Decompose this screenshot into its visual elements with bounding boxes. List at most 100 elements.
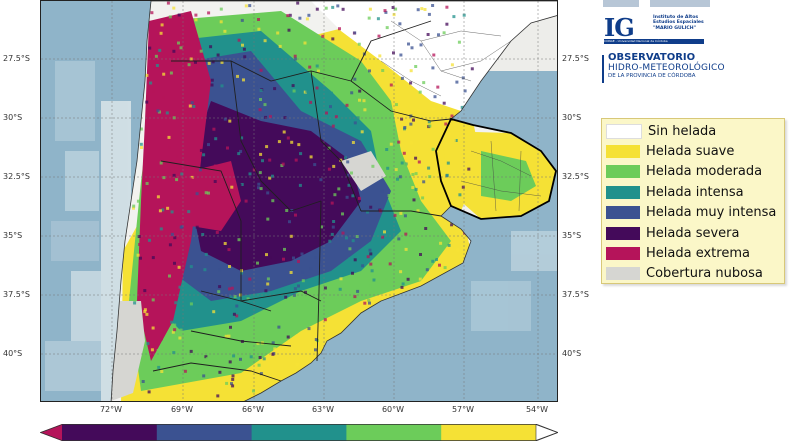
frost-pixel [168, 243, 172, 247]
frost-pixel [421, 196, 425, 200]
frost-pixel [296, 1, 300, 5]
frost-pixel [454, 139, 458, 142]
frost-pixel [450, 63, 454, 67]
frost-pixel [276, 31, 280, 35]
frost-pixel [218, 285, 222, 289]
frost-pixel [399, 53, 403, 57]
frost-pixel [240, 136, 244, 140]
frost-pixel [353, 258, 357, 262]
frost-pixel [331, 124, 335, 128]
frost-pixel [271, 341, 275, 345]
frost-pixel [232, 354, 236, 358]
frost-pixel [428, 175, 432, 179]
frost-pixel [300, 252, 304, 256]
frost-pixel [350, 171, 353, 175]
frost-pixel [362, 99, 366, 103]
frost-pixel [141, 223, 145, 227]
frost-pixel [264, 115, 268, 119]
frost-pixel [369, 284, 373, 288]
frost-pixel [268, 158, 272, 162]
frost-pixel [266, 277, 270, 281]
legend-swatch [606, 206, 640, 220]
frost-pixel [214, 137, 218, 141]
frost-pixel [303, 90, 307, 94]
province-borders [152, 20, 452, 382]
frost-pixel [282, 257, 285, 261]
observatorio-logo-line3: DE LA PROVINCIA DE CÓRDOBA [608, 73, 696, 79]
frost-pixel [461, 244, 465, 248]
frost-pixel [229, 325, 232, 329]
frost-pixel [143, 289, 147, 293]
frost-pixel [231, 384, 235, 388]
frost-pixel [268, 115, 272, 119]
frost-pixel [168, 146, 172, 150]
frost-pixel [304, 290, 307, 294]
frost-pixel [240, 18, 244, 22]
frost-pixel [346, 173, 350, 177]
ig-logo-line3: "MARIO GULICH" [653, 25, 697, 31]
frost-pixel [133, 301, 137, 305]
frost-pixel [266, 282, 270, 286]
frost-pixel [215, 230, 219, 234]
frost-pixel [431, 66, 435, 70]
frost-pixel [194, 13, 198, 17]
frost-pixel [371, 90, 375, 94]
frost-pixel [341, 212, 344, 216]
frost-pixel [414, 65, 418, 68]
frost-pixel [166, 206, 170, 210]
frost-pixel [258, 171, 262, 175]
frost-pixel [406, 277, 410, 281]
frost-pixel [387, 194, 391, 197]
frost-pixel [212, 310, 216, 314]
frost-pixel [314, 348, 317, 352]
legend-swatch [606, 145, 640, 159]
frost-pixel [383, 9, 387, 13]
frost-pixel [297, 143, 301, 147]
frost-pixel [187, 210, 191, 214]
frost-pixel [392, 51, 395, 55]
frost-pixel [227, 248, 231, 252]
frost-pixel [372, 278, 376, 282]
observatorio-logo-line1: OBSERVATORIO [608, 52, 696, 63]
frost-pixel [463, 89, 467, 93]
frost-pixel [218, 268, 222, 272]
frost-pixel [334, 103, 338, 107]
frost-pixel [179, 225, 183, 229]
lon-label-6: 54°W [525, 405, 549, 414]
frost-pixel [151, 256, 155, 260]
frost-pixel [133, 298, 137, 302]
header-decoration-left [603, 0, 639, 7]
frost-pixel [227, 334, 231, 338]
frost-pixel [172, 6, 176, 10]
frost-pixel [247, 333, 251, 337]
frost-pixel [244, 199, 248, 203]
frost-pixel [329, 105, 332, 109]
frost-pixel [384, 277, 388, 281]
frost-pixel [202, 374, 206, 378]
frost-pixel [286, 14, 290, 18]
frost-pixel [383, 230, 386, 234]
frost-pixel [348, 257, 352, 261]
frost-pixel [450, 114, 454, 118]
frost-pixel [180, 172, 184, 176]
frost-pixel [345, 195, 349, 199]
frost-pixel [178, 336, 182, 340]
frost-pixel [168, 108, 172, 112]
frost-pixel [241, 43, 244, 47]
frost-pixel [210, 83, 214, 87]
ig-logo-line2: Estudios Espaciales [653, 20, 704, 26]
frost-pixel [309, 267, 313, 271]
ig-logo-line1: Instituto de Altos [653, 15, 699, 20]
frost-pixel [227, 114, 231, 118]
frost-pixel [170, 320, 174, 324]
frost-pixel [371, 287, 375, 291]
frost-pixel [252, 302, 256, 306]
frost-pixel [363, 108, 367, 112]
frost-pixel [445, 173, 449, 177]
frost-pixel [394, 103, 398, 107]
frost-pixel [178, 109, 182, 113]
frost-pixel [404, 163, 407, 167]
frost-pixel [400, 117, 404, 121]
frost-pixel [237, 38, 241, 42]
frost-pixel [177, 265, 181, 269]
